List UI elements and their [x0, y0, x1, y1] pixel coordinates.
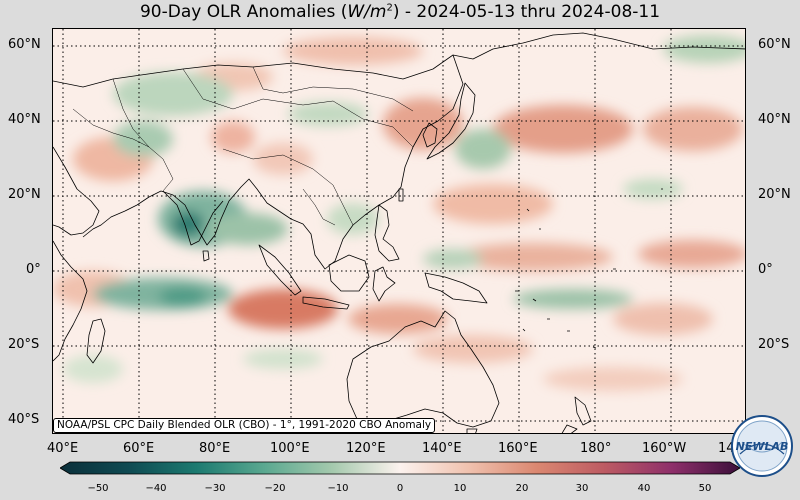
lon-label: 100°E: [270, 441, 310, 456]
olr-anomaly-map: [53, 29, 745, 433]
chart-title: 90-Day OLR Anomalies (W/m2) - 2024-05-13…: [139, 2, 661, 22]
lon-label: 14: [718, 441, 735, 456]
lon-label: 80°E: [199, 441, 231, 456]
lat-label-right: 60°N: [758, 37, 791, 52]
lon-label: 60°E: [123, 441, 155, 456]
colorbar-tick: 40: [637, 483, 651, 494]
lat-label-left: 0°: [26, 262, 41, 277]
coastlines: [53, 32, 745, 433]
lat-label-right: 20°N: [758, 187, 791, 202]
lat-label-left: 60°N: [8, 37, 41, 52]
colorbar-tick: −20: [264, 483, 286, 494]
anomaly-field: [53, 35, 745, 391]
colorbar-tick: 50: [698, 483, 712, 494]
lon-label: 160°W: [642, 441, 687, 456]
lon-label: 140°E: [422, 441, 462, 456]
colorbar-graphic: [60, 461, 740, 475]
lat-label-left: 40°N: [8, 112, 41, 127]
colorbar-tick: 30: [575, 483, 589, 494]
colorbar-tick: −50: [87, 483, 109, 494]
colorbar-tick: 0: [396, 483, 404, 494]
lat-label-right: 20°S: [758, 337, 790, 352]
logo-text: NEWLAB: [736, 440, 789, 453]
lat-label-left: 40°S: [8, 412, 40, 427]
lon-label: 120°E: [346, 441, 386, 456]
colorbar-tick: −10: [327, 483, 349, 494]
lat-label-right: 40°N: [758, 112, 791, 127]
colorbar-tick: −30: [204, 483, 226, 494]
lon-label: 180°: [580, 441, 612, 456]
lon-label: 40°E: [47, 441, 79, 456]
lat-label-left: 20°S: [8, 337, 40, 352]
map-panel[interactable]: [52, 28, 746, 434]
noaa-psl-logo[interactable]: NEWLAB: [730, 414, 794, 478]
lon-label: 160°E: [498, 441, 538, 456]
colorbar-tick: 10: [453, 483, 467, 494]
colorbar-tick: −40: [145, 483, 167, 494]
lat-label-right: 0°: [758, 262, 773, 277]
data-source-credit: NOAA/PSL CPC Daily Blended OLR (CBO) - 1…: [53, 418, 436, 433]
colorbar: −50 −40 −30 −20 −10 0 10 20 30 40 50: [60, 460, 740, 500]
colorbar-tick: 20: [515, 483, 529, 494]
lat-label-left: 20°N: [8, 187, 41, 202]
